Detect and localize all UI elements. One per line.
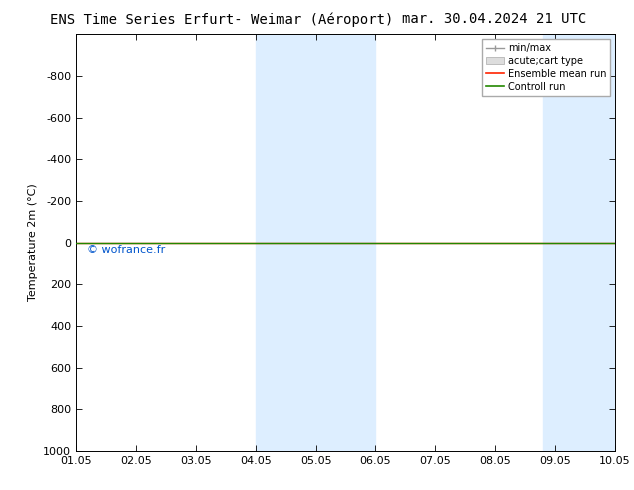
Text: © wofrance.fr: © wofrance.fr (87, 245, 165, 255)
Legend: min/max, acute;cart type, Ensemble mean run, Controll run: min/max, acute;cart type, Ensemble mean … (482, 39, 610, 96)
Text: mar. 30.04.2024 21 UTC: mar. 30.04.2024 21 UTC (403, 12, 586, 26)
Bar (256, 34, 375, 451)
Bar (543, 34, 615, 451)
Text: ENS Time Series Erfurt- Weimar (Aéroport): ENS Time Series Erfurt- Weimar (Aéroport… (50, 12, 394, 27)
Y-axis label: Temperature 2m (°C): Temperature 2m (°C) (28, 184, 37, 301)
